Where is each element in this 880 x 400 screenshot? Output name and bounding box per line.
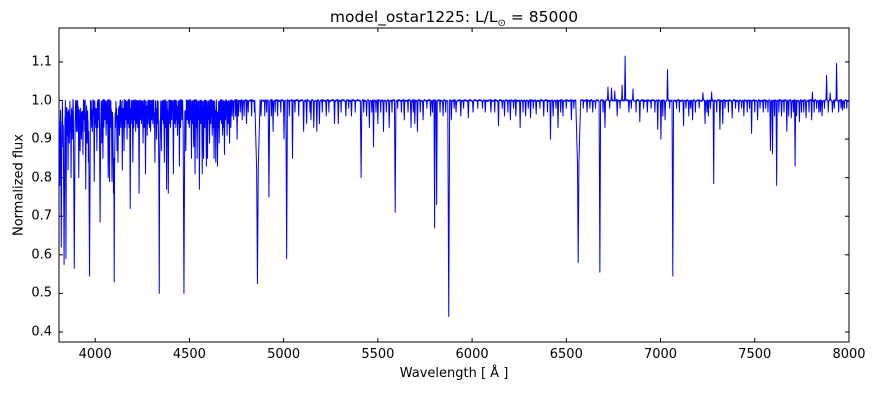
x-tick-label: 8000 xyxy=(832,347,866,362)
chart-title: model_ostar1225: L/L⊙ = 85000 xyxy=(59,8,849,29)
x-tick-label: 4500 xyxy=(172,347,206,362)
y-tick-label: 0.5 xyxy=(31,285,52,301)
x-tick-label: 4000 xyxy=(78,347,112,362)
plot-spines xyxy=(58,27,850,343)
x-tick-label: 5500 xyxy=(361,347,395,362)
y-tick-label: 1.1 xyxy=(31,54,52,70)
x-tick-label: 6500 xyxy=(549,347,583,362)
y-tick-label: 0.9 xyxy=(31,131,52,147)
chart-title-suffix: = 85000 xyxy=(505,8,579,26)
y-tick-label: 1.0 xyxy=(31,93,52,109)
y-tick-label: 0.6 xyxy=(31,247,52,263)
x-tick-label: 6000 xyxy=(455,347,489,362)
y-tick-label: 0.4 xyxy=(31,324,52,340)
spectrum-line xyxy=(58,55,850,318)
y-tick-label: 0.7 xyxy=(31,208,52,224)
chart-title-prefix: model_ostar1225: L/L xyxy=(329,8,498,26)
x-tick-label: 7000 xyxy=(643,347,678,362)
x-tick-label: 7500 xyxy=(738,347,772,362)
sun-symbol: ⊙ xyxy=(497,18,506,30)
y-tick-label: 0.8 xyxy=(31,170,52,186)
x-tick-label: 5000 xyxy=(267,347,301,362)
x-axis-label: Wavelength [ Å ] xyxy=(399,366,509,381)
